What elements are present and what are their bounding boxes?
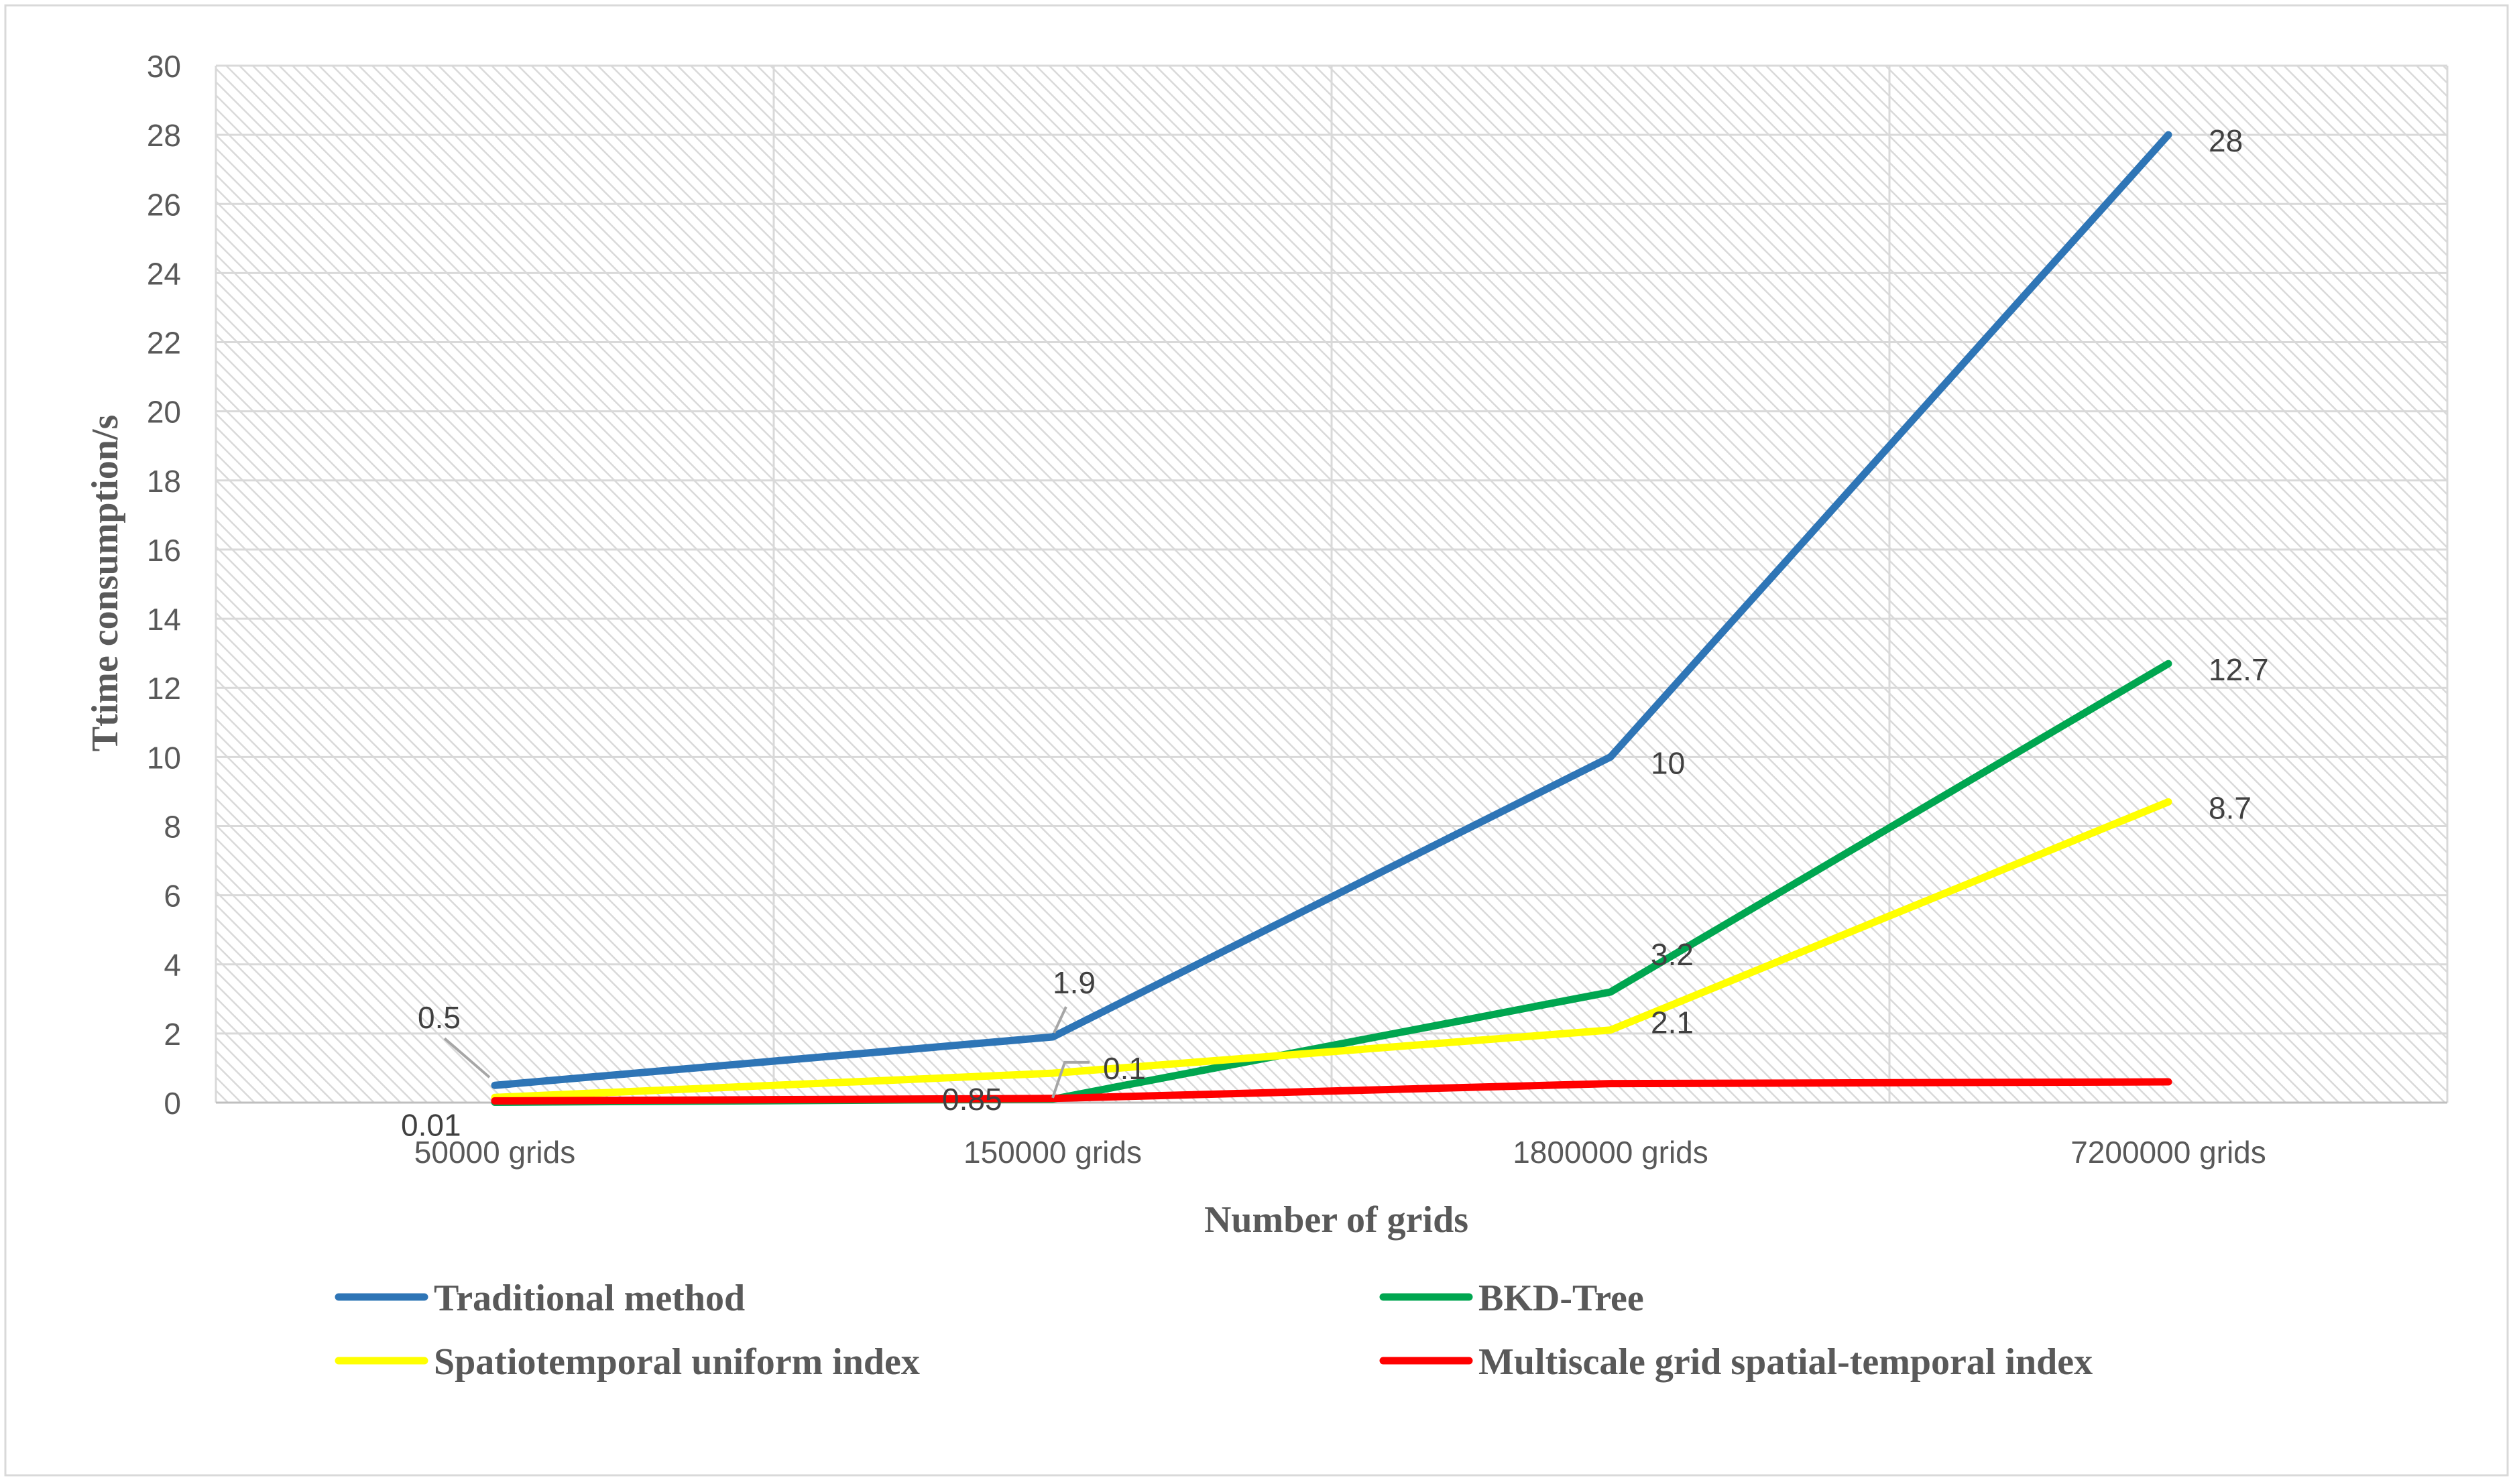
leader-line bbox=[443, 1037, 491, 1078]
y-axis-title: Ttime consumption/s bbox=[84, 415, 126, 752]
y-tick-label: 22 bbox=[147, 326, 181, 361]
y-tick-label: 2 bbox=[164, 1017, 181, 1052]
legend-label: Multiscale grid spatial-temporal index bbox=[1478, 1341, 2093, 1383]
y-tick-label: 24 bbox=[147, 256, 181, 291]
data-label: 12.7 bbox=[2209, 652, 2269, 687]
y-tick-label: 20 bbox=[147, 395, 181, 430]
y-tick-label: 12 bbox=[147, 671, 181, 706]
y-tick-label: 30 bbox=[147, 49, 181, 84]
legend-label: BKD-Tree bbox=[1478, 1278, 1644, 1319]
legend: Traditional method BKD-Tree Spatiotemporal… bbox=[335, 1278, 2093, 1383]
legend-label: Spatiotemporal uniform index bbox=[434, 1341, 920, 1383]
y-tick-label: 16 bbox=[147, 533, 181, 568]
y-tick-label: 28 bbox=[147, 118, 181, 153]
series-line-multiscale-grid-spatial-temporal-index bbox=[491, 1078, 2172, 1105]
legend-label: Traditional method bbox=[434, 1278, 745, 1319]
gridlines bbox=[215, 64, 2449, 1104]
x-axis-title: Number of grids bbox=[1204, 1199, 1468, 1241]
y-tick-label: 26 bbox=[147, 187, 181, 222]
data-label: 0.5 bbox=[418, 1000, 461, 1035]
series-line-spatiotemporal-uniform-index bbox=[491, 798, 2172, 1101]
y-tick-label: 10 bbox=[147, 740, 181, 775]
data-label: 0.01 bbox=[401, 1107, 461, 1142]
data-label: 0.1 bbox=[1103, 1051, 1146, 1086]
y-tick-label: 0 bbox=[164, 1086, 181, 1121]
data-label: 10 bbox=[1651, 745, 1685, 780]
leader-line bbox=[1051, 1060, 1090, 1099]
data-label: 3.2 bbox=[1651, 937, 1694, 972]
x-tick-label: 150000 grids bbox=[963, 1135, 1142, 1170]
data-label: 1.9 bbox=[1053, 965, 1096, 1000]
leader-line bbox=[1053, 1006, 1067, 1034]
x-tick-label: 7200000 grids bbox=[2070, 1135, 2266, 1170]
data-label: 8.7 bbox=[2209, 790, 2252, 825]
series-lines bbox=[491, 131, 2172, 1106]
data-labels: 0.5 1.9 10 28 0.01 0.1 3.2 12.7 0.85 2.1 8.7 bbox=[401, 123, 2269, 1142]
y-tick-label: 14 bbox=[147, 602, 181, 637]
x-tick-label: 1800000 grids bbox=[1513, 1135, 1708, 1170]
series-line-traditional-method bbox=[491, 131, 2172, 1089]
y-tick-label: 18 bbox=[147, 464, 181, 499]
data-label: 2.1 bbox=[1651, 1005, 1694, 1040]
y-tick-label: 8 bbox=[164, 809, 181, 844]
y-tick-label: 6 bbox=[164, 879, 181, 914]
x-tick-label: 50000 grids bbox=[414, 1135, 575, 1170]
data-label: 28 bbox=[2209, 123, 2243, 158]
y-tick-label: 4 bbox=[164, 948, 181, 983]
data-label: 0.85 bbox=[942, 1082, 1002, 1117]
